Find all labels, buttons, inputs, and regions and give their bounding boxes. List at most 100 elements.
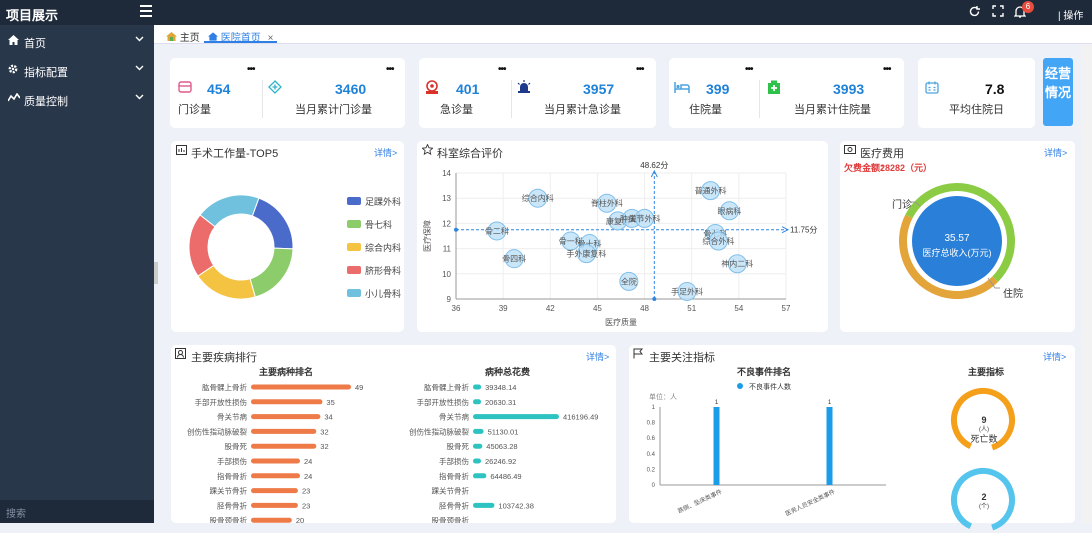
bar-value-label: 26246.92 [485,457,516,466]
y-tick-label: 13 [442,194,451,203]
category-label: 手部开放性损伤 [417,397,470,407]
y-tick-label: 0.6 [647,436,656,442]
scatter-point [504,249,524,269]
surgery-donut-chart [188,194,294,300]
point-label: 脊柱外科 [591,198,623,208]
bar-value-label: 103742.38 [498,501,533,510]
gauge-unit: (人) [979,427,989,433]
money-icon [844,144,856,158]
more-dots-icon[interactable]: ••• [745,64,753,75]
more-dots-icon[interactable]: ••• [636,64,644,75]
cost-donut-chart [899,182,1015,299]
bar [473,473,487,479]
legend-label[interactable]: 小儿骨科 [365,289,402,299]
point-label: 骨四科 [502,254,526,264]
bar-value-label: 35 [326,398,334,407]
star-icon [421,143,434,158]
y-tick-label: 9 [447,295,452,304]
y-axis-label: 医疗保障 [422,220,432,252]
sidebar-item-indicator-config[interactable]: 指标配置 [0,56,154,84]
x-tick-label: 42 [546,304,555,313]
more-dots-icon[interactable]: ••• [247,64,255,75]
details-link[interactable]: 详情> [1044,148,1068,158]
main-indicators-title: 主要指标 [968,367,1005,377]
sidebar-collapse-handle[interactable] [154,262,158,284]
details-link[interactable]: 详情> [586,352,610,362]
refresh-icon[interactable] [968,5,981,21]
stat-label: 门诊量 [178,104,211,116]
category-label: 胫骨骨折 [217,500,247,510]
more-dots-icon[interactable]: ••• [498,64,506,75]
bar-value-label: 32 [320,442,328,451]
category-label: 指骨骨折 [439,471,469,481]
x-tick-label: 39 [499,304,508,313]
adverse-chart-title: 不良事件排名 [737,367,792,377]
stat-value: 3460 [335,81,367,97]
category-label: 踝关节骨折 [210,486,248,496]
app-title: 项目展示 [6,8,59,23]
legend-label[interactable]: 综合内科 [365,243,402,253]
sidebar-search-input[interactable]: 搜索 [0,500,154,523]
y-tick-label: 0.4 [647,452,656,458]
more-dots-icon[interactable]: ••• [883,64,891,75]
tab-label: 医院首页 [220,33,261,44]
more-dots-icon[interactable]: ••• [386,64,394,75]
category-label: 股骨颈骨折 [432,515,470,523]
bar [251,458,300,464]
y-tick-label: 12 [442,219,451,228]
bar [251,473,300,479]
sidebar-item-quality-control[interactable]: 质量控制 [0,85,154,113]
mean-y-dot [454,227,458,232]
details-link[interactable]: 详情> [1043,352,1067,362]
fullscreen-icon[interactable] [992,5,1004,20]
donut-slice [899,214,999,299]
stat-value: 454 [207,81,231,97]
stat-value: 3957 [583,81,615,97]
stat-value: 401 [456,81,480,97]
x-tick-label: 51 [687,304,696,313]
stat-card-inpatient: ••• ••• 399 住院量 3993 当月累计住院量 [669,58,904,128]
bar-value-label: 1 [715,400,719,406]
point-label: 肿瘤科 [620,213,644,223]
stat-card-emergency: ••• ••• 401 急诊量 3957 当月累计急诊量 [419,58,656,128]
operation-menu[interactable]: | 操作 [1058,11,1084,22]
bar-value-label: 51130.01 [488,427,519,436]
chevron-down-icon [135,63,144,74]
home-icon [8,35,19,48]
stat-label: 平均住院日 [949,104,1004,116]
gauge-label: 死亡数 [970,434,998,444]
bar [251,443,317,449]
stat-value: 3993 [833,81,865,97]
tab-hospital-home[interactable]: 医院首页 × [204,27,278,44]
x-tick-label: 57 [782,304,791,313]
tab-close-icon[interactable]: × [267,33,274,44]
page-scrollbar[interactable] [1081,44,1092,523]
tab-label: 主页 [179,33,200,44]
bar [251,428,317,434]
y-tick-label: 0.8 [647,421,656,427]
y-tick-label: 0.2 [647,467,656,473]
bar-value-label: 20630.31 [485,398,516,407]
stat-label: 当月累计住院量 [794,104,871,116]
bar [251,502,298,508]
tab-home[interactable]: 主页 [162,27,204,44]
menu-toggle-icon[interactable] [140,5,152,17]
gauge-value: 2 [981,492,987,502]
business-overview-button[interactable]: 经营情况 [1043,58,1073,126]
bar-value-label: 49 [355,383,363,392]
details-link[interactable]: 详情> [374,148,398,158]
point-label: 手外康复科 [566,249,606,259]
mean-x-label: 48.62分 [640,161,668,170]
legend-label[interactable]: 足踝外科 [365,197,402,207]
point-label: 综合内科 [522,193,554,203]
sidebar-item-home[interactable]: 首页 [0,27,154,55]
category-label: 手部开放性损伤 [195,397,248,407]
point-label: 综合外科 [702,236,734,246]
scatter-point [677,281,697,301]
bar-value-label: 23 [302,487,310,496]
legend-label[interactable]: 脐形骨科 [365,266,402,276]
legend-label[interactable]: 骨七科 [365,220,393,230]
gauge-value: 9 [981,415,987,425]
category-label: 肱骨髁上骨折 [202,382,247,392]
bar-value-label: 34 [324,413,332,422]
